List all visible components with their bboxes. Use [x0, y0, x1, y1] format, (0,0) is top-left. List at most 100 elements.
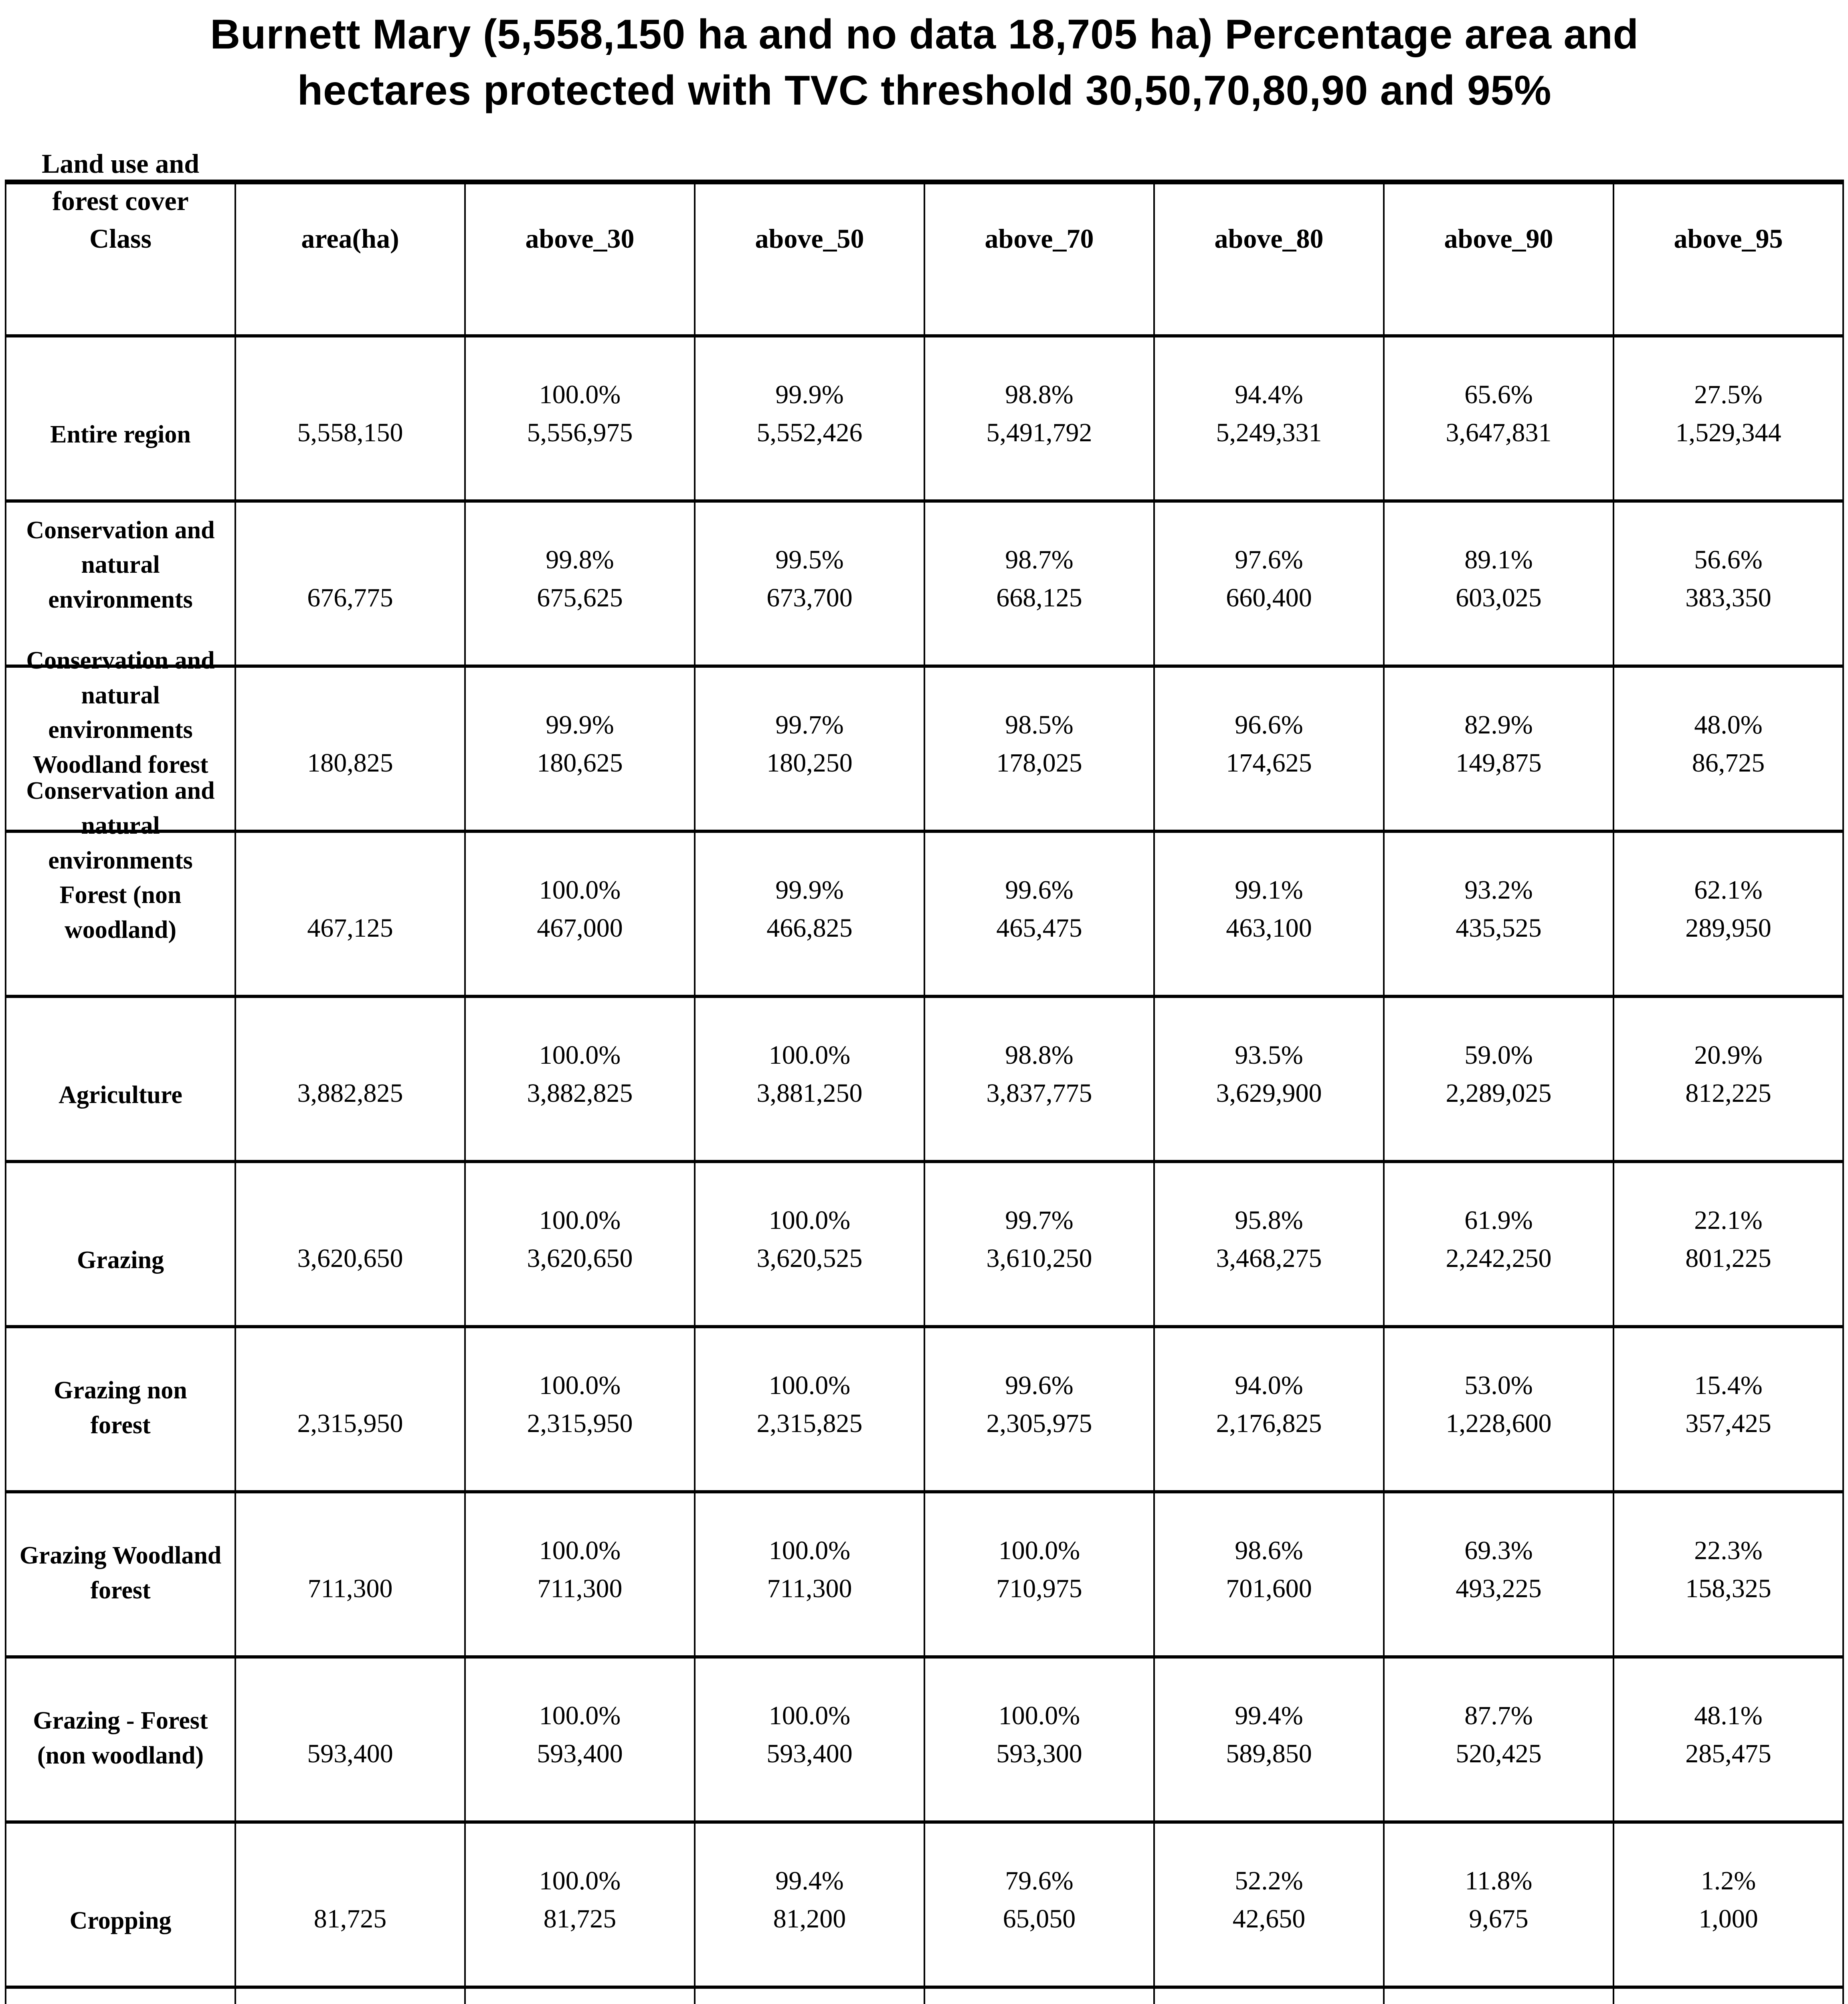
threshold-cell: 95.8% 3,468,275 — [1147, 1201, 1391, 1278]
percent-value: 100.0% — [768, 1370, 851, 1400]
threshold-cell: 53.0% 1,228,600 — [1377, 1366, 1621, 1443]
hectares-value: 2,305,975 — [986, 1409, 1092, 1438]
percent-value: 93.2% — [1464, 875, 1533, 905]
hectares-value: 5,552,426 — [756, 418, 863, 448]
threshold-cell: 99.7% 3,610,250 — [917, 1201, 1161, 1278]
hectares-value: 520,425 — [1456, 1739, 1542, 1769]
col-header-above-70: above_70 — [985, 223, 1094, 254]
threshold-cell: 99.5% 673,700 — [687, 541, 932, 617]
table-body: Entire region 5,558,150 100.0% 5,556,975 … — [4, 336, 1844, 2004]
table-header: Land use and forest cover Class area(ha)… — [4, 148, 1844, 336]
hectares-value: 2,289,025 — [1446, 1079, 1552, 1108]
threshold-cell: 100.0% 711,300 — [687, 1531, 932, 1608]
percent-value: 100.0% — [768, 1701, 851, 1730]
percent-value: 93.5% — [1235, 1040, 1303, 1070]
percent-value: 27.5% — [1694, 380, 1763, 409]
hectares-value: 668,125 — [996, 583, 1082, 613]
hectares-value: 1,529,344 — [1675, 418, 1781, 448]
table-row: Grazing 3,620,650 100.0% 3,620,650 100.0%… — [4, 1162, 1844, 1327]
hectares-value: 1,000 — [1698, 1904, 1758, 1934]
table-row: Conservation and natural environments Fo… — [4, 777, 1844, 996]
threshold-cell: 100.0% 81,725 — [458, 1862, 702, 1938]
percent-value: 94.0% — [1235, 1370, 1303, 1400]
hectares-value: 593,400 — [537, 1739, 623, 1769]
hectares-value: 603,025 — [1456, 583, 1542, 613]
threshold-cell: 99.7% 180,250 — [687, 706, 932, 782]
row-area-value: 3,882,825 — [297, 1079, 403, 1108]
header-row: Land use and forest cover Class area(ha)… — [4, 148, 1844, 336]
threshold-cell: 61.9% 2,242,250 — [1377, 1201, 1621, 1278]
hectares-value: 383,350 — [1685, 583, 1771, 613]
percent-value: 98.7% — [1005, 545, 1074, 574]
col-header-above-95: above_95 — [1674, 223, 1783, 254]
percent-value: 48.0% — [1694, 710, 1763, 739]
threshold-cell: 100.0% 467,000 — [458, 871, 702, 947]
percent-value: 99.4% — [775, 1866, 844, 1895]
row-area-value: 467,125 — [307, 913, 393, 943]
threshold-cell: 100.0% 3,620,525 — [687, 1201, 932, 1278]
percent-value: 99.9% — [775, 380, 844, 409]
table-row: Grazing Woodland forest 711,300 100.0% 71… — [4, 1492, 1844, 1657]
threshold-cell: 98.5% 178,025 — [917, 706, 1161, 782]
percent-value: 100.0% — [539, 1866, 621, 1895]
hectares-value: 435,525 — [1456, 913, 1542, 943]
percent-value: 99.4% — [1235, 1701, 1303, 1730]
hectares-value: 2,242,250 — [1446, 1244, 1552, 1273]
threshold-cell: 98.8% 5,491,792 — [917, 376, 1161, 452]
percent-value: 20.9% — [1694, 1040, 1763, 1070]
percent-value: 11.8% — [1465, 1866, 1533, 1895]
threshold-cell: 100.0% 2,315,825 — [687, 1366, 932, 1443]
row-label: Cropping — [69, 1907, 172, 1935]
hectares-value: 285,475 — [1685, 1739, 1771, 1769]
threshold-cell: 15.4% 357,425 — [1606, 1366, 1848, 1443]
table-row: Grazing non forest 2,315,950 100.0% 2,315… — [4, 1327, 1844, 1492]
row-label: Grazing — [77, 1246, 164, 1274]
percent-value: 100.0% — [539, 1701, 621, 1730]
threshold-cell: 22.1% 801,225 — [1606, 1201, 1848, 1278]
threshold-cell: 100.0% 711,300 — [458, 1531, 702, 1608]
threshold-cell: 100.0% 2,315,950 — [458, 1366, 702, 1443]
threshold-cell: 1.2% 1,000 — [1606, 1862, 1848, 1938]
percent-value: 99.7% — [775, 710, 844, 739]
col-header-above-30: above_30 — [525, 223, 635, 254]
threshold-cell: 100.0% 3,881,250 — [687, 1036, 932, 1113]
hectares-value: 357,425 — [1685, 1409, 1771, 1438]
hectares-value: 3,647,831 — [1446, 418, 1552, 448]
hectares-value: 158,325 — [1685, 1574, 1771, 1604]
percent-value: 100.0% — [768, 1535, 851, 1565]
percent-value: 22.3% — [1694, 1535, 1763, 1565]
percent-value: 100.0% — [539, 380, 621, 409]
percent-value: 100.0% — [998, 1535, 1080, 1565]
row-area-value: 676,775 — [307, 583, 393, 613]
percent-value: 98.8% — [1005, 380, 1074, 409]
hectares-value: 289,950 — [1685, 913, 1771, 943]
threshold-cell: 100.0% 593,300 — [917, 1697, 1161, 1773]
hectares-value: 465,475 — [996, 913, 1082, 943]
hectares-value: 81,725 — [543, 1904, 617, 1934]
hectares-value: 5,491,792 — [986, 418, 1092, 448]
row-label: Entire region — [50, 421, 191, 448]
threshold-cell: 99.6% 2,305,975 — [917, 1366, 1161, 1443]
percent-value: 89.1% — [1464, 545, 1533, 574]
percent-value: 99.6% — [1005, 1370, 1074, 1400]
row-label: Conservation and natural environments Wo… — [26, 646, 215, 779]
percent-value: 99.1% — [1235, 875, 1303, 905]
hectares-value: 701,600 — [1226, 1574, 1312, 1604]
hectares-value: 673,700 — [766, 583, 853, 613]
col-header-above-50: above_50 — [755, 223, 864, 254]
hectares-value: 711,300 — [537, 1574, 623, 1604]
threshold-cell: 87.7% 520,425 — [1377, 1697, 1621, 1773]
row-area-value: 711,300 — [307, 1574, 393, 1604]
percent-value: 96.6% — [1235, 710, 1303, 739]
hectares-value: 65,050 — [1003, 1904, 1076, 1934]
table-row: Entire region 5,558,150 100.0% 5,556,975 … — [4, 336, 1844, 501]
row-area-value: 81,725 — [313, 1904, 387, 1934]
percent-value: 59.0% — [1464, 1040, 1533, 1070]
percent-value: 1.2% — [1700, 1866, 1756, 1895]
row-area-value: 5,558,150 — [297, 418, 403, 448]
hectares-value: 180,625 — [537, 748, 623, 778]
threshold-cell: 99.1% 463,100 — [1147, 871, 1391, 947]
hectares-value: 466,825 — [766, 913, 853, 943]
threshold-cell: 98.6% 701,600 — [1147, 1531, 1391, 1608]
row-label: Agriculture — [59, 1081, 182, 1109]
